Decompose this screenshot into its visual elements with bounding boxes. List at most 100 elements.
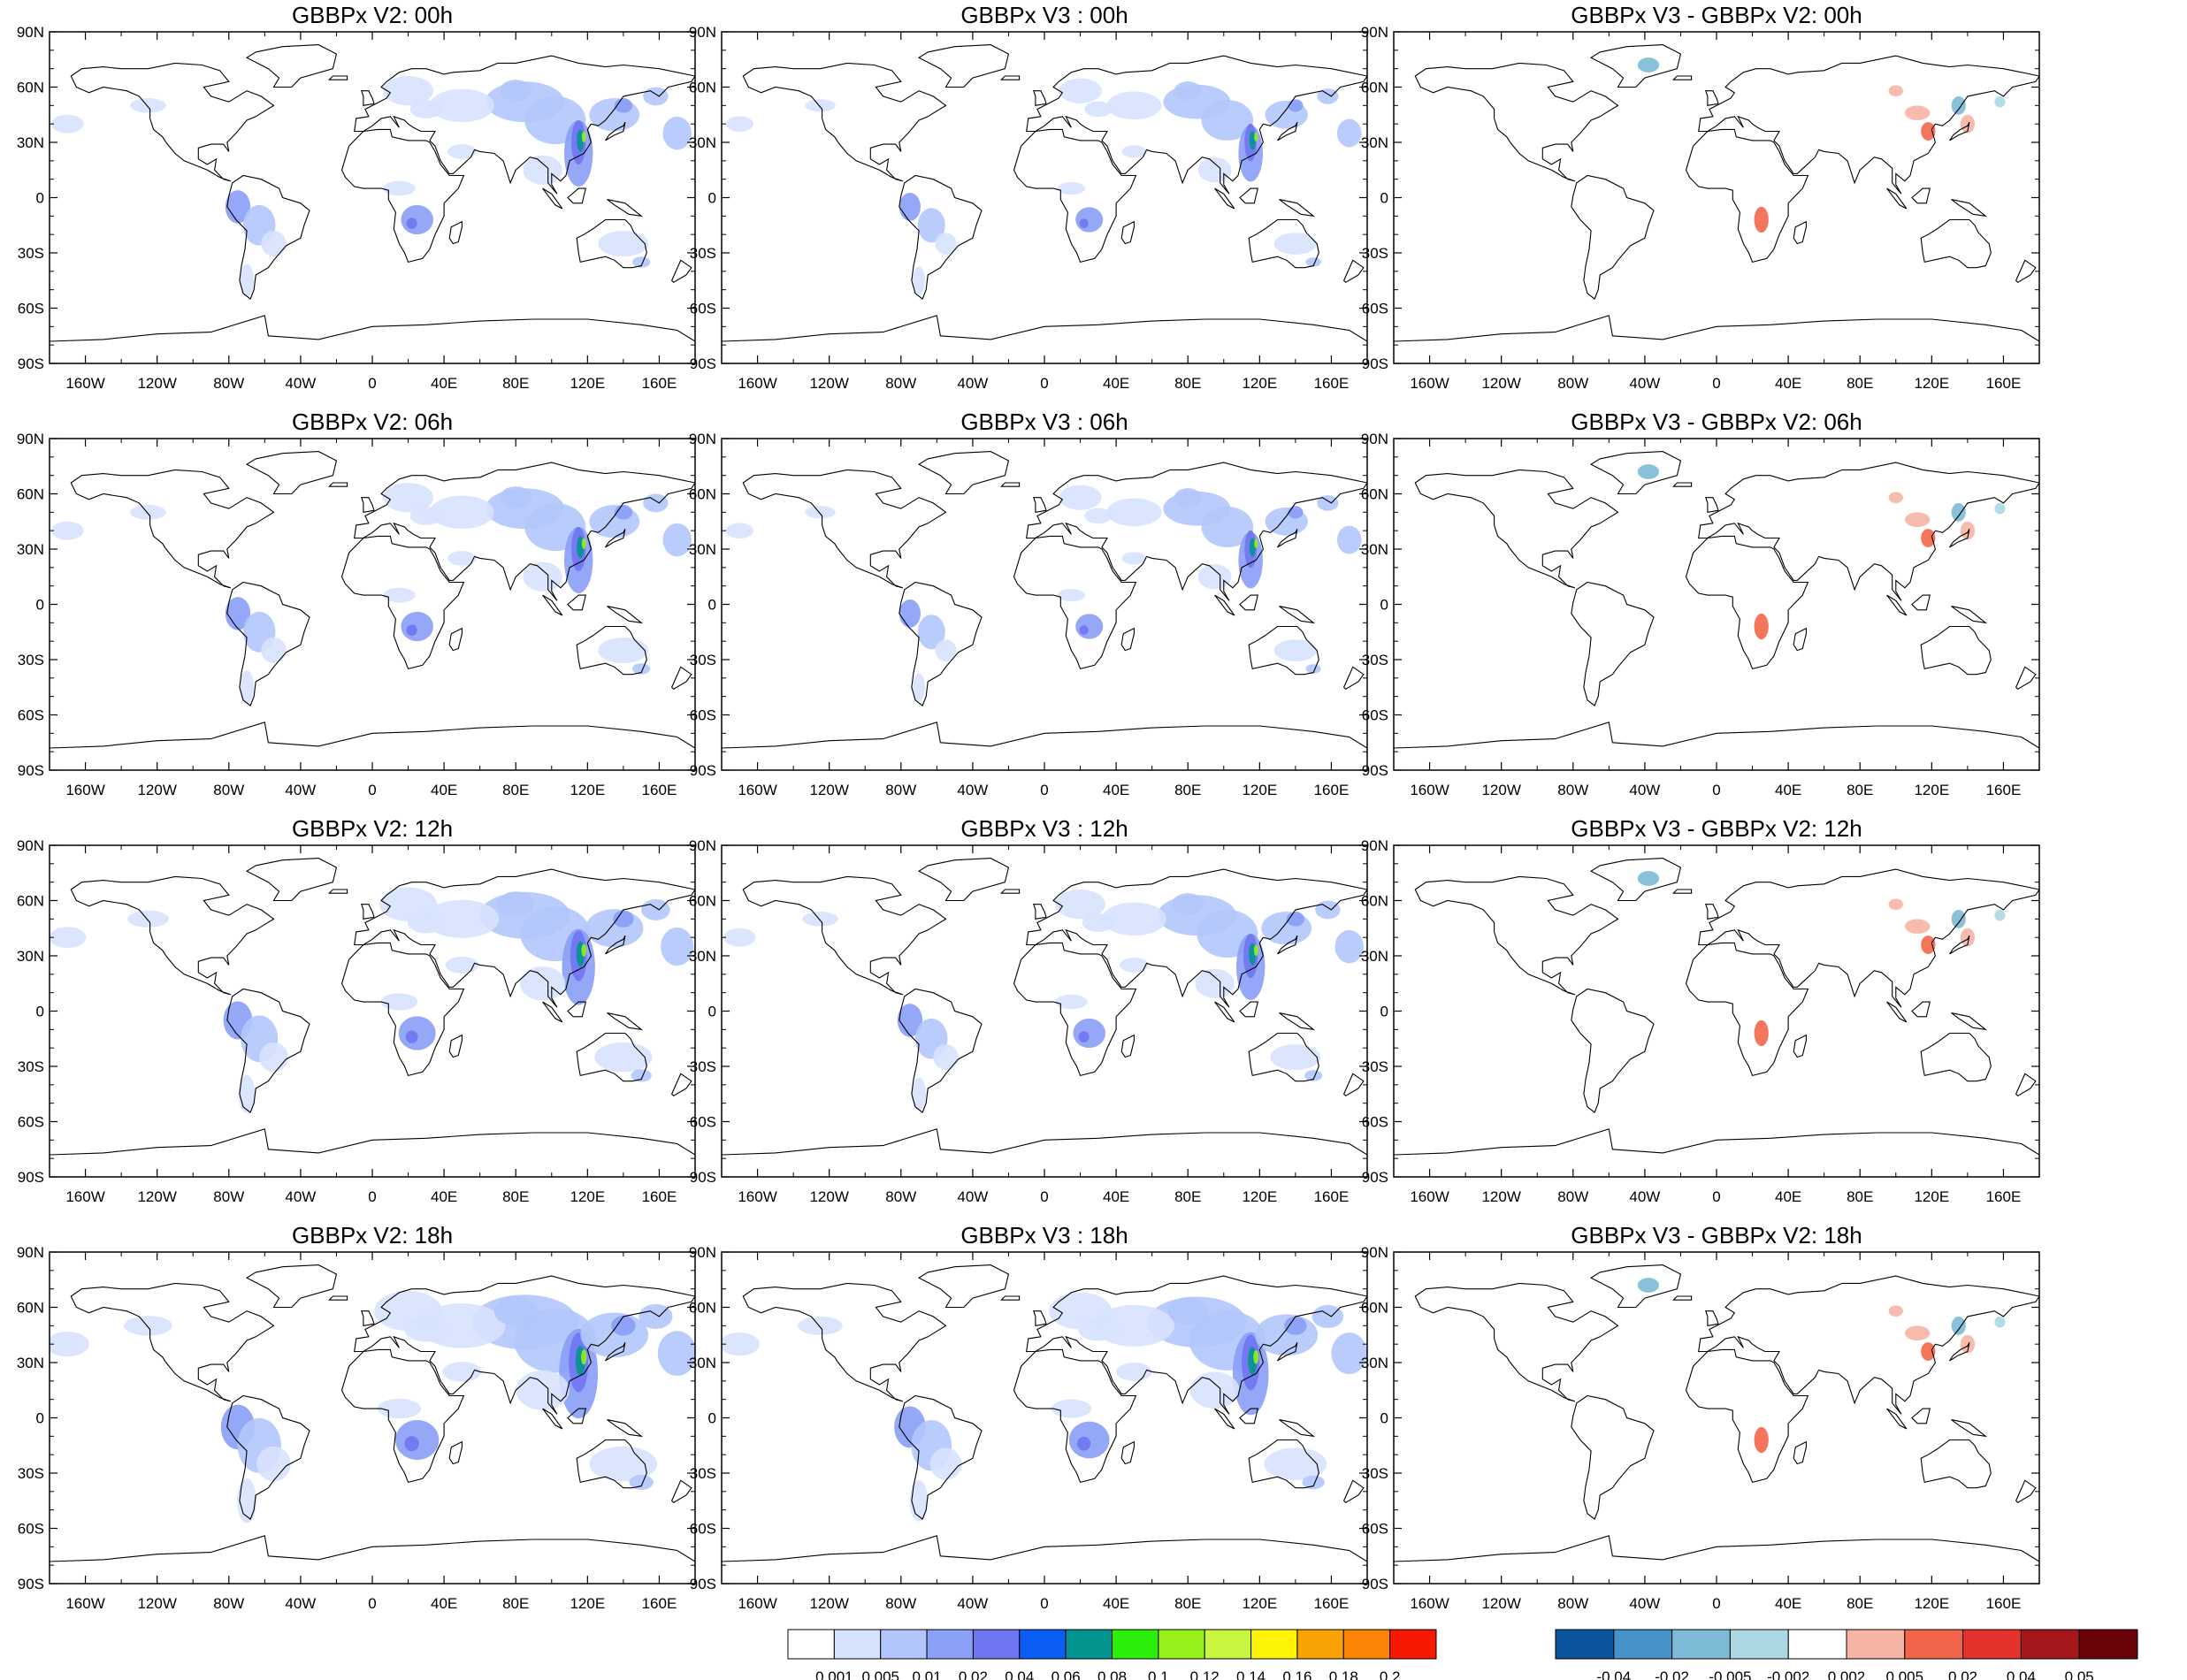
coastline-madagascar [1120, 1440, 1135, 1465]
lon-label: 40W [285, 1188, 316, 1205]
data-cell [1254, 538, 1258, 549]
data-cell [935, 639, 957, 661]
data-cell [406, 218, 417, 229]
colorbar-difference: -0.04 -0.02 -0.005 -0.002 0.002 0.005 0.02 0.04… [1555, 1629, 2138, 1680]
data-cell [1994, 909, 2006, 921]
data-cell [643, 87, 669, 106]
coastline-iceland [999, 1295, 1021, 1301]
map-panel-3: GBBPx V3 - GBBPx V2: 00h 90N 60N 30N 0 30S 60S… [1361, 2, 2040, 392]
data-cell [805, 99, 836, 112]
panel-title: GBBPx V3 - GBBPx V2: 06h [1571, 409, 1862, 435]
lon-label: 160E [1314, 1188, 1350, 1205]
lat-label: 0 [708, 1410, 716, 1427]
colorbar-swatch [1158, 1629, 1205, 1660]
coastline-japan [1949, 1341, 1970, 1362]
coastline-iceland [999, 75, 1021, 80]
data-cell [614, 98, 633, 113]
data-cell [239, 263, 255, 297]
data-cell [1101, 902, 1166, 936]
coastline-sumatra [1214, 187, 1235, 210]
lat-label: 60S [690, 707, 716, 724]
data-cell [1288, 99, 1304, 112]
map-panel-7: GBBPx V2: 12h 90N 60N 30N 0 30S 60S 90S 160W 120W… [17, 815, 696, 1205]
coastline-north-america [70, 875, 275, 996]
coastline-north-america [70, 1282, 275, 1402]
lat-label: 30N [17, 948, 44, 965]
data-cell [1189, 1371, 1240, 1409]
coastline-new-guinea [607, 1012, 644, 1031]
data-cell [1261, 912, 1312, 945]
lon-label: 40E [431, 782, 457, 798]
lat-label: 90S [1362, 762, 1388, 779]
lat-label: 30S [18, 652, 44, 668]
coastline-madagascar [1793, 1034, 1807, 1058]
colorbar-label: 0.04 [1005, 1669, 1034, 1680]
lon-label: 40E [1103, 375, 1129, 392]
lon-label: 160E [1314, 782, 1350, 798]
coastline-antarctica [722, 315, 1367, 342]
data-cell [1304, 1070, 1323, 1081]
lon-label: 40W [1629, 375, 1660, 392]
coastline-madagascar [448, 627, 463, 652]
data-cell [802, 912, 838, 927]
coastline-greenland [245, 1264, 338, 1309]
colorbar-label: 0.2 [1380, 1669, 1401, 1680]
coastline-australia [576, 218, 647, 269]
lon-label: 0 [1712, 782, 1720, 798]
coastline-australia [1248, 1439, 1319, 1489]
lon-label: 80E [1847, 375, 1873, 392]
data-cell [377, 1398, 422, 1419]
data-cell [1960, 114, 1975, 134]
lon-label: 120W [1481, 782, 1520, 798]
panel-title: GBBPx V3 - GBBPx V2: 00h [1571, 2, 1862, 28]
map-background [50, 439, 695, 770]
data-cell [1921, 122, 1936, 141]
coastline-new-guinea [607, 606, 644, 624]
data-cell [933, 1044, 959, 1071]
coastline-antarctica [50, 1535, 695, 1562]
lon-label: 80W [213, 1188, 244, 1205]
data-cell [632, 256, 651, 268]
coastline-australia [1920, 218, 1992, 269]
data-cell [1079, 218, 1089, 228]
data-cell [1171, 893, 1204, 916]
lat-label: 90S [690, 1576, 716, 1592]
data-cell [1637, 1278, 1660, 1293]
lat-label: 30S [690, 652, 716, 668]
coastline-north-america [70, 469, 275, 589]
colorbar-label: 0.005 [861, 1669, 899, 1680]
coastline-south-america [899, 988, 983, 1113]
data-cell [598, 231, 649, 257]
coastline-australia [1920, 1439, 1992, 1489]
coastline-iceland [1671, 1295, 1693, 1301]
coastline-iceland [1671, 75, 1693, 80]
coastline-greenland [245, 44, 338, 88]
map-background [722, 439, 1367, 770]
lon-label: 160W [738, 782, 776, 798]
data-cell [51, 521, 84, 540]
lat-label: 30N [17, 541, 44, 558]
map-panel-1: GBBPx V2: 00h 90N 60N 30N 0 30S 60S 90S 160W 120W… [17, 2, 696, 392]
colorbar-label: 0.1 [1148, 1669, 1169, 1680]
coastline-australia [576, 1439, 647, 1489]
colorbar-label: 0.02 [959, 1669, 988, 1680]
coastline-madagascar [448, 1034, 463, 1058]
data-cell [1084, 101, 1113, 118]
data-cell [497, 891, 535, 918]
data-cell [1888, 492, 1903, 503]
coastline-new-zealand [2015, 259, 2037, 283]
coastline-eurasia [1026, 55, 1367, 195]
lon-label: 80E [1847, 1188, 1873, 1205]
data-cell [661, 928, 694, 966]
data-cell [580, 1349, 587, 1365]
coastline-eurasia [354, 868, 695, 1008]
data-cell [1302, 1475, 1325, 1490]
lat-label: 90N [1361, 837, 1388, 854]
lon-label: 160W [1410, 375, 1449, 392]
coastline-japan [605, 528, 626, 548]
colorbar-swatch [2078, 1629, 2138, 1660]
map-panel-9: GBBPx V3 - GBBPx V2: 12h 90N 60N 30N 0 30S 60S… [1361, 815, 2040, 1205]
coastline-iceland [327, 1295, 348, 1301]
colorbar-label: 0.08 [1097, 1669, 1127, 1680]
lat-label: 30S [1362, 1465, 1388, 1482]
